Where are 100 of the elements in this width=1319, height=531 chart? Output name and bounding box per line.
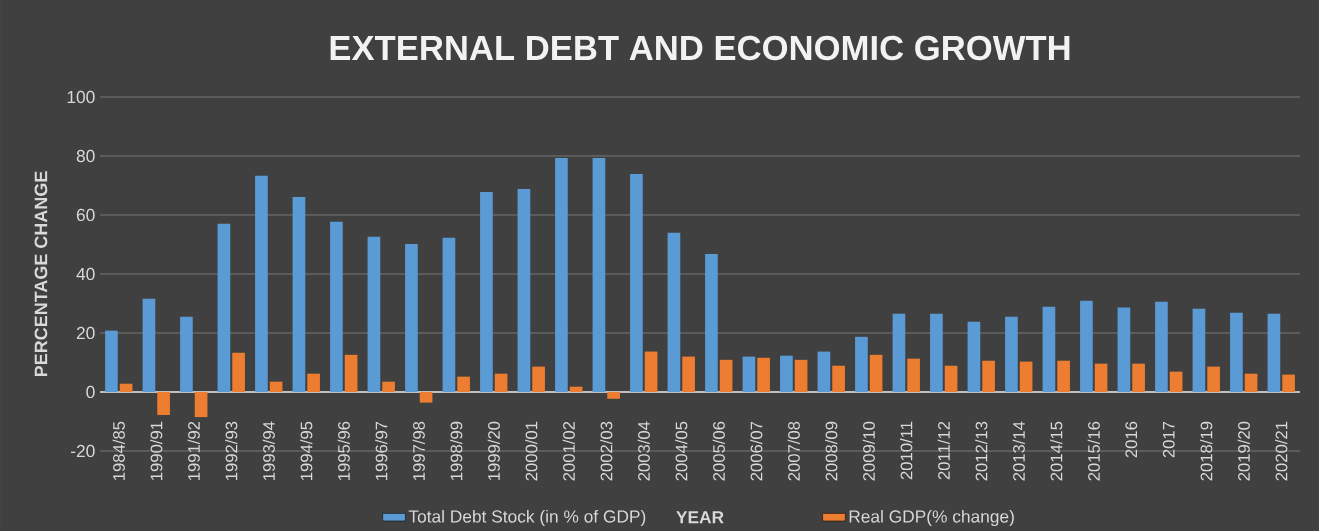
bar bbox=[630, 173, 643, 392]
bar bbox=[1057, 360, 1070, 392]
bar bbox=[517, 189, 531, 392]
bar bbox=[944, 365, 958, 392]
bar bbox=[930, 313, 943, 392]
bar bbox=[794, 359, 808, 392]
bar bbox=[1207, 366, 1220, 392]
bar bbox=[742, 356, 756, 392]
legend-label: Total Debt Stock (in % of GDP) bbox=[408, 509, 646, 527]
bar bbox=[757, 357, 770, 392]
bar bbox=[1230, 312, 1243, 392]
bar bbox=[119, 383, 133, 392]
bar bbox=[344, 354, 358, 392]
bar bbox=[1192, 308, 1206, 392]
x-tick-label: 2014/15 bbox=[1050, 421, 1063, 481]
x-tick-label: 2004/05 bbox=[675, 421, 688, 481]
x-tick-label: 2016 bbox=[1125, 421, 1138, 458]
y-tick-label: -20 bbox=[71, 444, 95, 458]
y-tick-label: 20 bbox=[76, 326, 95, 340]
x-tick-label: 1998/99 bbox=[450, 421, 463, 480]
bar bbox=[1080, 300, 1093, 392]
bar bbox=[1117, 307, 1131, 392]
bar bbox=[494, 373, 508, 392]
x-tick-label: 2002/03 bbox=[600, 421, 613, 481]
x-tick-label: 2019/20 bbox=[1237, 421, 1250, 481]
bar bbox=[592, 158, 606, 392]
bar bbox=[682, 356, 695, 392]
bar bbox=[569, 386, 583, 392]
bar bbox=[780, 355, 793, 392]
x-tick-label: 1996/97 bbox=[375, 421, 388, 480]
bar bbox=[1155, 301, 1168, 392]
bar bbox=[269, 381, 283, 392]
x-tick-label: 2013/14 bbox=[1012, 421, 1025, 481]
bar bbox=[480, 191, 493, 392]
bar bbox=[1005, 316, 1018, 392]
bar bbox=[892, 313, 906, 392]
x-tick-label: 2012/13 bbox=[975, 421, 988, 481]
x-tick-label: 1984/85 bbox=[112, 421, 125, 480]
bar bbox=[194, 391, 208, 418]
bar bbox=[705, 253, 718, 392]
bar bbox=[555, 158, 568, 392]
x-tick-label: 2020/21 bbox=[1275, 421, 1288, 481]
x-tick-label: 1995/96 bbox=[337, 421, 350, 480]
bar bbox=[157, 391, 170, 415]
x-tick-label: 1990/91 bbox=[150, 421, 163, 480]
x-tick-label: 1992/93 bbox=[225, 421, 238, 480]
y-tick-label: 80 bbox=[76, 149, 95, 163]
bar bbox=[217, 223, 231, 392]
bar bbox=[105, 330, 118, 392]
bar bbox=[382, 381, 395, 392]
x-tick-label: 2009/10 bbox=[862, 421, 875, 481]
chart-title: EXTERNAL DEBT AND ECONOMIC GROWTH bbox=[330, 35, 1070, 61]
bar bbox=[817, 351, 831, 392]
bar bbox=[442, 237, 456, 392]
bar bbox=[255, 175, 268, 392]
y-tick-label: 0 bbox=[86, 385, 95, 399]
x-tick-label: 2006/07 bbox=[750, 421, 763, 481]
bar bbox=[1169, 371, 1183, 392]
bar bbox=[907, 358, 920, 392]
x-tick-label: 2000/01 bbox=[525, 421, 538, 481]
x-tick-label: 2017 bbox=[1162, 421, 1175, 458]
x-tick-label: 2011/12 bbox=[937, 421, 950, 480]
y-tick-label: 60 bbox=[76, 208, 95, 222]
bar bbox=[1282, 374, 1295, 392]
x-tick-label: 2001/02 bbox=[562, 421, 575, 481]
bar bbox=[405, 243, 418, 392]
bar bbox=[292, 197, 306, 392]
bar bbox=[457, 376, 470, 392]
y-tick-label: 40 bbox=[76, 267, 95, 281]
bar bbox=[1244, 373, 1258, 392]
x-axis-title: YEAR bbox=[676, 511, 724, 524]
bar bbox=[1267, 313, 1281, 392]
bar bbox=[1132, 363, 1145, 392]
bar bbox=[644, 351, 658, 392]
x-tick-label: 2018/19 bbox=[1200, 421, 1213, 481]
bar bbox=[142, 298, 156, 392]
y-tick-label: 100 bbox=[67, 90, 95, 104]
bar bbox=[607, 391, 620, 399]
bar bbox=[307, 373, 320, 392]
bar bbox=[832, 365, 845, 392]
bar bbox=[855, 336, 868, 392]
bar bbox=[330, 221, 343, 392]
x-tick-label: 2008/09 bbox=[825, 421, 838, 481]
bar bbox=[232, 352, 245, 392]
bar bbox=[1019, 361, 1033, 392]
y-axis-title: PERCENTAGE CHANGE bbox=[34, 171, 48, 377]
bar bbox=[982, 360, 995, 392]
bar bbox=[180, 316, 193, 392]
bar bbox=[419, 391, 433, 403]
x-tick-label: 1997/98 bbox=[412, 421, 425, 480]
bar bbox=[869, 354, 883, 392]
x-tick-label: 2003/04 bbox=[637, 421, 650, 481]
x-tick-label: 1991/92 bbox=[187, 421, 200, 480]
bar bbox=[1042, 306, 1056, 392]
x-tick-label: 2007/08 bbox=[787, 421, 800, 481]
bar bbox=[367, 236, 381, 392]
legend-label: Real GDP(% change) bbox=[849, 509, 1014, 527]
x-tick-label: 2005/06 bbox=[712, 421, 725, 481]
bar bbox=[967, 321, 981, 392]
bar bbox=[532, 366, 545, 392]
